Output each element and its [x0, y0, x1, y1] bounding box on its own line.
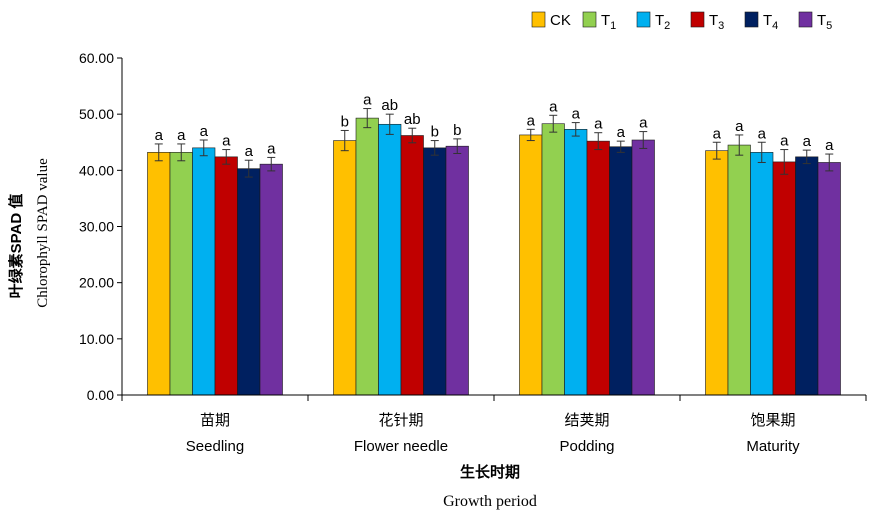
significance-letter: a — [617, 124, 626, 141]
bar — [259, 163, 283, 396]
bar — [214, 156, 238, 396]
y-axis-label-en: Chlorophyll SPAD value — [35, 158, 51, 308]
legend-item: CK — [531, 11, 571, 29]
y-tick-label: 0.00 — [87, 387, 114, 403]
significance-letter: ab — [381, 97, 398, 114]
significance-letter: a — [200, 123, 209, 140]
bar — [400, 135, 424, 396]
y-tick-label: 40.00 — [79, 162, 114, 178]
legend-item: T1 — [582, 11, 616, 32]
bar — [564, 129, 588, 396]
significance-letter: a — [639, 115, 648, 132]
x-category-label-cn: 饱果期 — [750, 412, 795, 429]
legend-label: CK — [550, 12, 571, 29]
significance-letter: a — [363, 92, 372, 109]
legend-swatch — [690, 11, 705, 28]
legend-swatch — [744, 11, 759, 28]
significance-letter: b — [453, 122, 461, 139]
significance-letter: a — [527, 112, 536, 129]
y-axis-ticks: 0.00 10.00 20.00 30.00 40.00 50.00 60.00 — [79, 50, 122, 403]
significance-letter: ab — [404, 111, 421, 128]
y-tick-label: 30.00 — [79, 219, 114, 235]
bar — [817, 162, 841, 396]
significance-letter: a — [735, 118, 744, 135]
x-category-label-en: Maturity — [746, 438, 800, 455]
y-tick-label: 50.00 — [79, 106, 114, 122]
legend-swatch — [531, 11, 546, 28]
bar — [750, 152, 774, 396]
x-category-label-en: Podding — [559, 438, 614, 455]
significance-letter: a — [155, 127, 164, 144]
bar — [519, 134, 543, 396]
bar — [423, 147, 447, 396]
significance-letter: a — [222, 133, 231, 150]
significance-letter: a — [825, 137, 834, 154]
bar — [795, 156, 819, 396]
bar — [727, 144, 751, 396]
bar — [631, 139, 655, 396]
significance-letter: a — [245, 143, 254, 160]
x-category-label-en: Seedling — [186, 438, 244, 455]
bar — [237, 168, 261, 396]
bar — [772, 161, 796, 396]
significance-letter: a — [758, 125, 767, 142]
bar — [445, 145, 469, 396]
x-axis-label-cn: 生长时期 — [460, 463, 520, 481]
x-category-labels: 苗期 Seedling 花针期 Flower needle 结荚期 Podding 饱果期 M… — [186, 412, 800, 455]
bar — [541, 123, 565, 396]
x-category-label-cn: 苗期 — [200, 412, 230, 429]
axes — [121, 58, 867, 401]
significance-letter: b — [341, 113, 349, 130]
significance-letter: b — [431, 124, 439, 141]
significance-letter: a — [594, 116, 603, 133]
significance-letter: a — [780, 133, 789, 150]
x-category-label-cn: 花针期 — [378, 412, 423, 429]
legend-swatch — [636, 11, 651, 28]
legend-item: T3 — [690, 11, 724, 32]
y-tick-label: 20.00 — [79, 275, 114, 291]
significance-letter: a — [549, 98, 558, 115]
significance-letter: a — [713, 125, 722, 142]
significance-letter: a — [572, 106, 581, 123]
y-axis-label-cn: 叶绿素SPAD 值 — [7, 194, 25, 299]
bar — [705, 150, 729, 396]
significance-letter: a — [267, 140, 276, 157]
y-tick-label: 10.00 — [79, 331, 114, 347]
legend-label: T4 — [763, 12, 778, 32]
legend-swatch — [798, 11, 813, 28]
bar — [169, 152, 193, 396]
bar — [609, 146, 633, 396]
legend-item: T4 — [744, 11, 778, 32]
x-category-label-cn: 结荚期 — [564, 412, 609, 429]
bar — [378, 123, 402, 396]
bar — [147, 152, 171, 396]
x-axis-label-en: Growth period — [443, 493, 537, 510]
legend-label: T3 — [709, 12, 724, 32]
significance-letter: a — [803, 133, 812, 150]
legend-label: T5 — [817, 12, 832, 32]
bar — [586, 140, 610, 396]
legend-swatch — [582, 11, 597, 28]
bar — [355, 117, 379, 396]
legend: CK T1 T2 T3 T4 T5 — [531, 11, 832, 32]
bar — [333, 140, 357, 396]
legend-item: T2 — [636, 11, 670, 32]
significance-letter: a — [177, 127, 186, 144]
x-category-label-en: Flower needle — [354, 438, 448, 455]
bar — [192, 147, 216, 396]
y-tick-label: 60.00 — [79, 50, 114, 66]
legend-item: T5 — [798, 11, 832, 32]
legend-label: T1 — [601, 12, 616, 32]
legend-label: T2 — [655, 12, 670, 32]
